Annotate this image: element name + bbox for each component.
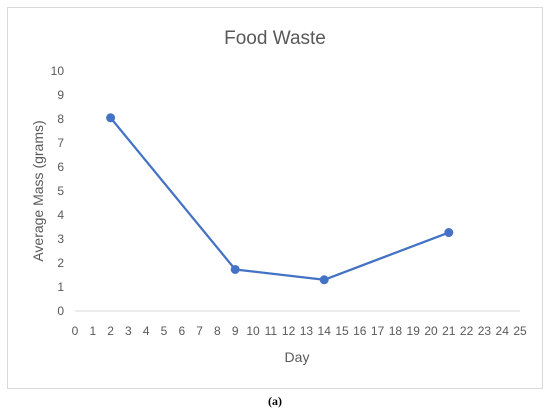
x-tick-label: 16 [353, 324, 367, 338]
x-tick-label: 17 [371, 324, 385, 338]
x-tick-label: 0 [72, 324, 79, 338]
x-tick-label: 11 [265, 324, 278, 338]
data-point [106, 113, 116, 123]
figure-caption: (a) [268, 394, 282, 408]
data-point [319, 275, 329, 285]
x-tick-label: 3 [125, 324, 132, 338]
x-tick-label: 10 [246, 324, 260, 338]
x-tick-label: 13 [300, 324, 314, 338]
x-tick-label: 19 [407, 324, 421, 338]
x-tick-label: 9 [232, 324, 239, 338]
y-tick-label: 4 [57, 208, 64, 222]
y-tick-label: 10 [51, 64, 65, 78]
chart-frame [7, 7, 543, 389]
x-tick-label: 8 [214, 324, 221, 338]
y-tick-label: 2 [57, 256, 64, 270]
x-tick-label: 21 [442, 324, 456, 338]
x-tick-label: 4 [143, 324, 150, 338]
y-tick-label: 5 [57, 184, 64, 198]
x-tick-label: 20 [424, 324, 438, 338]
y-tick-labels: 0 1 2 3 4 5 6 7 8 9 10 [51, 64, 65, 318]
y-tick-label: 0 [57, 304, 64, 318]
series-layer [106, 113, 454, 285]
y-axis-title: Average Mass (grams) [30, 120, 46, 261]
x-tick-label: 25 [513, 324, 527, 338]
y-tick-label: 6 [57, 160, 64, 174]
data-point [444, 228, 454, 238]
x-tick-label: 23 [478, 324, 492, 338]
x-tick-label: 5 [161, 324, 168, 338]
x-axis-title: Day [285, 349, 310, 365]
y-tick-label: 9 [57, 88, 64, 102]
x-tick-label: 22 [460, 324, 474, 338]
y-tick-label: 8 [57, 112, 64, 126]
x-tick-label: 7 [196, 324, 203, 338]
x-tick-label: 24 [496, 324, 510, 338]
y-tick-label: 7 [57, 136, 64, 150]
x-tick-label: 18 [389, 324, 403, 338]
data-point [230, 264, 240, 274]
x-tick-label: 1 [89, 324, 96, 338]
y-tick-label: 3 [57, 232, 64, 246]
chart-title: Food Waste [224, 28, 326, 49]
x-tick-label: 2 [107, 324, 114, 338]
x-tick-label: 14 [318, 324, 332, 338]
x-tick-label: 15 [335, 324, 349, 338]
x-tick-labels: 0 1 2 3 4 5 6 7 8 9 10 11 12 13 14 15 16 17 18 19 20 21 22 23 24… [72, 324, 527, 338]
series-line [109, 117, 450, 281]
x-tick-label: 6 [178, 324, 185, 338]
x-tick-label: 12 [282, 324, 296, 338]
y-tick-label: 1 [57, 280, 64, 294]
